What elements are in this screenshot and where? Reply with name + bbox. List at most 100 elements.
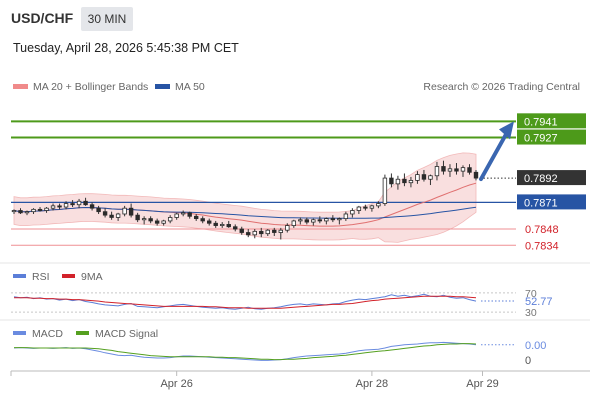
candle-body [115,213,121,218]
candle-body [207,220,212,224]
candle-body [434,166,440,177]
macd-line [13,341,477,361]
legend-ma50-label: MA 50 [175,81,205,93]
candle-body [402,178,407,184]
candle-body [408,179,414,184]
support-level-label: 0.7834 [525,240,559,252]
candle-body [356,206,362,211]
candle-body [291,220,297,226]
candle-body [473,171,479,179]
level-label-text: 0.7871 [524,197,558,209]
candle-body [239,228,244,233]
time-axis-label: Apr 26 [160,378,192,390]
macd-zero-label: 0 [525,355,531,367]
macd-legend: MACD MACD Signal [13,328,158,340]
projection-arrow-shaft [479,132,508,182]
candle-body [369,205,375,209]
legend-macd-label: MACD [32,328,63,340]
candle-body [50,205,56,209]
rsi-level-label: 30 [525,307,537,319]
candle-body [233,226,238,230]
candle-body [148,218,153,222]
candle-body [128,207,134,216]
rsi-line [13,293,477,310]
candle-body [311,219,316,223]
time-axis: Apr 26 Apr 28 Apr 29 [10,371,499,390]
candle-body [96,207,101,213]
candle-body [278,229,283,233]
bollinger-bands [13,152,477,243]
candle-body [259,230,264,235]
candle-body [304,219,310,223]
candle-body [226,224,231,228]
candle-body [454,168,459,172]
legend-rsi-ma-label: 9MA [81,271,103,283]
macd-pane: 00.00 [13,340,546,367]
timeframe-button[interactable]: 30 MIN [81,7,133,31]
candle-body [415,174,420,181]
candle-body [200,218,205,222]
candle-body [89,204,95,209]
level-label-box [517,113,586,129]
legend-macd-signal-label: MACD Signal [95,328,158,340]
time-axis-label: Apr 29 [466,378,498,390]
candle-body [363,206,368,209]
chart-datetime: Tuesday, April 28, 2026 5:45:38 PM CET [13,41,239,55]
level-label-text: 0.7892 [524,173,558,185]
candle-body [122,207,127,215]
candle-body [187,212,192,217]
level-label-text: 0.7927 [524,133,558,145]
level-label-box [517,170,586,186]
level-label-box [517,194,586,210]
candle-body [220,224,225,226]
level-label-text: 0.7941 [524,116,558,128]
candle-body [395,178,401,185]
candle-body [70,203,75,206]
candle-body [37,208,43,211]
rsi-legend: RSI 9MA [13,271,103,283]
legend-swatch-rsi [13,274,26,278]
candle-body [76,200,82,206]
support-level-label: 0.7848 [525,224,559,236]
candle-body [389,177,394,185]
candle-body [428,175,433,180]
candle-body [343,213,349,220]
candle-body [102,211,108,216]
rsi-last-value: 52.77 [525,296,553,308]
candlesticks [11,160,479,240]
candle-body [324,218,329,222]
rsi-ma-line [14,295,477,309]
chart-header: USD/CHF 30 MIN Tuesday, April 28, 2026 5… [0,0,590,70]
candle-body [135,214,140,221]
candle-body [337,218,342,221]
candle-body [141,218,147,221]
candle-body [252,230,257,236]
legend-rsi-label: RSI [32,271,50,283]
candle-body [154,220,160,224]
bollinger-band-area [13,152,477,243]
level-label-box [517,129,586,145]
candle-body [246,232,251,236]
candle-body [382,177,388,204]
candle-body [460,167,466,172]
main-legend: MA 20 + Bollinger Bands MA 50 Research ©… [13,81,580,93]
candle-body [180,212,186,215]
legend-swatch-macd [13,331,26,335]
macd-last-value: 0.00 [525,340,546,352]
projection-arrow [479,121,514,182]
legend-swatch-rsi-ma [62,274,75,278]
candle-body [317,219,323,222]
candle-body [44,207,49,211]
candle-body [57,205,62,208]
candle-body [467,167,472,173]
legend-swatch-macd-signal [76,331,89,335]
price-levels [11,120,516,246]
candle-body [298,219,303,222]
candle-body [285,225,290,231]
candle-body [447,168,453,172]
legend-swatch-ma50 [155,84,170,89]
macd-signal-line [14,343,477,361]
candle-body [18,210,23,214]
